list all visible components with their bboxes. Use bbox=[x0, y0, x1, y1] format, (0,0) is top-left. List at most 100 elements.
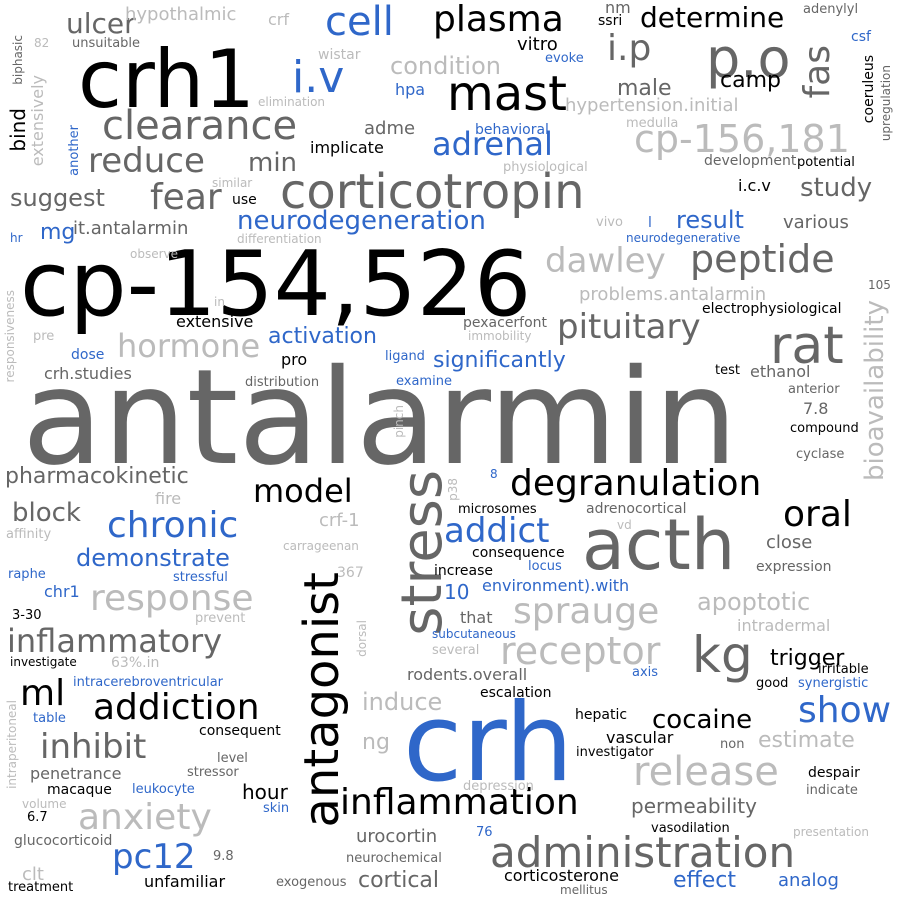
word: hr bbox=[10, 231, 23, 245]
word: inflammatory bbox=[7, 622, 223, 660]
word: unfamiliar bbox=[144, 872, 226, 891]
word: demonstrate bbox=[76, 544, 230, 572]
word: 9.8 bbox=[213, 849, 234, 864]
word: degranulation bbox=[510, 463, 762, 504]
word: irritable bbox=[818, 662, 869, 677]
word: nm bbox=[605, 0, 631, 17]
word: physiological bbox=[503, 160, 588, 175]
word: apoptotic bbox=[697, 588, 811, 616]
word: cyclase bbox=[796, 447, 845, 462]
word: reduce bbox=[88, 141, 205, 181]
word: chr1 bbox=[44, 582, 80, 601]
word: 63%.in bbox=[111, 655, 160, 671]
word: corticotropin bbox=[280, 164, 585, 220]
word: kg bbox=[692, 626, 753, 684]
word: neurodegeneration bbox=[237, 206, 486, 236]
word: responsiveness bbox=[3, 290, 17, 383]
word: several bbox=[432, 643, 480, 658]
word: suggest bbox=[10, 184, 105, 212]
word: p.o bbox=[706, 27, 791, 90]
word: hypertension.initial bbox=[565, 95, 739, 116]
word: response bbox=[90, 578, 254, 619]
word: anterior bbox=[788, 382, 840, 397]
word: intraperitoneal bbox=[5, 700, 19, 789]
word: mellitus bbox=[560, 883, 608, 897]
word: anxiety bbox=[78, 797, 212, 838]
word: presentation bbox=[793, 825, 869, 839]
word: mg bbox=[40, 220, 76, 245]
word: test bbox=[715, 363, 740, 378]
word: effect bbox=[673, 868, 736, 893]
word: result bbox=[676, 206, 744, 234]
word: vivo bbox=[596, 215, 623, 230]
word: pharmacokinetic bbox=[5, 464, 189, 489]
word: indicate bbox=[806, 783, 858, 798]
word: environment).with bbox=[482, 576, 630, 595]
word: study bbox=[800, 173, 873, 203]
word: mast bbox=[447, 66, 567, 122]
word: increase bbox=[434, 563, 494, 579]
word: extensively bbox=[28, 75, 47, 167]
word: crf bbox=[268, 10, 290, 29]
word: cp-156,181 bbox=[634, 117, 850, 161]
word: sprauge bbox=[513, 591, 660, 632]
word: analog bbox=[778, 870, 839, 891]
word: release bbox=[633, 749, 779, 795]
word: consequent bbox=[199, 723, 281, 739]
word: csf bbox=[851, 29, 871, 45]
word: evoke bbox=[545, 51, 584, 66]
word: l bbox=[648, 215, 652, 231]
word: determine bbox=[640, 1, 785, 34]
word: vd bbox=[617, 518, 632, 532]
word: carrageenan bbox=[283, 539, 359, 553]
word: acth bbox=[582, 504, 736, 586]
word: camp bbox=[720, 68, 781, 93]
word: coeruleus bbox=[861, 55, 877, 124]
word: hpa bbox=[395, 80, 426, 99]
word: intracerebroventricular bbox=[73, 675, 224, 690]
word: treatment bbox=[8, 880, 74, 895]
word: model bbox=[253, 472, 353, 510]
word: rat bbox=[770, 316, 844, 376]
word: adrenal bbox=[432, 125, 553, 163]
word: glucocorticoid bbox=[14, 833, 113, 849]
word: plasma bbox=[433, 0, 564, 40]
word: subcutaneous bbox=[432, 627, 516, 641]
word: pituitary bbox=[557, 307, 701, 347]
word: cocaine bbox=[652, 705, 753, 735]
word: p38 bbox=[446, 478, 460, 501]
word: stressor bbox=[187, 765, 239, 780]
word: dawley bbox=[545, 241, 666, 281]
word: hormone bbox=[117, 327, 261, 365]
word: locus bbox=[528, 559, 562, 574]
word: 82 bbox=[34, 36, 50, 50]
word: immobility bbox=[468, 329, 532, 343]
word: problems.antalarmin bbox=[579, 284, 767, 305]
word: crh.studies bbox=[44, 364, 132, 383]
word: fire bbox=[155, 489, 182, 508]
word: receptor bbox=[500, 629, 661, 673]
word: 105 bbox=[868, 278, 891, 292]
word: raphe bbox=[8, 567, 46, 582]
word: pre bbox=[33, 329, 55, 344]
word: clearance bbox=[102, 103, 298, 149]
word: urocortin bbox=[356, 826, 438, 847]
word: stress bbox=[390, 470, 455, 636]
word: antagonist bbox=[294, 572, 350, 828]
word: 6.7 bbox=[27, 810, 48, 825]
word: unsuitable bbox=[72, 36, 141, 51]
word: extensive bbox=[176, 312, 254, 331]
word: it.antalarmin bbox=[73, 218, 189, 239]
word: pinch bbox=[392, 405, 406, 438]
word: hypothalmic bbox=[125, 4, 237, 25]
word: i.c.v bbox=[738, 176, 771, 195]
word: i.v bbox=[292, 52, 345, 103]
word: medulla bbox=[626, 116, 679, 131]
word: escalation bbox=[480, 685, 552, 701]
word: oral bbox=[783, 494, 852, 535]
word: addiction bbox=[93, 687, 260, 728]
word: pro bbox=[281, 350, 308, 369]
word: dorsal bbox=[355, 620, 369, 657]
word: ml bbox=[20, 673, 66, 714]
